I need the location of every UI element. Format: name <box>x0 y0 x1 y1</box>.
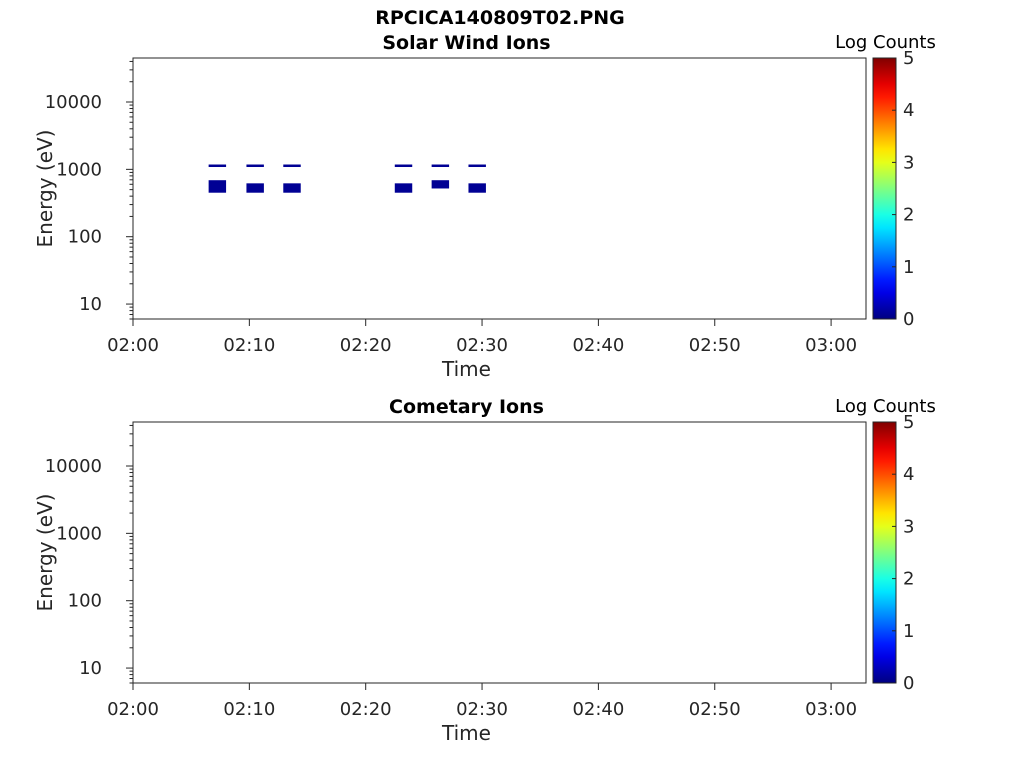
y-tick-label: 10 <box>79 658 102 679</box>
y-axis-label: Energy (eV) <box>33 130 57 248</box>
colorbar-tick-label: 3 <box>903 516 914 537</box>
x-axis-label: Time <box>441 357 491 381</box>
data-cell <box>395 183 412 192</box>
colorbar-tick-label: 0 <box>903 673 914 694</box>
colorbar-label: Log Counts <box>835 32 936 53</box>
colorbar-tick-label: 0 <box>903 309 914 330</box>
colorbar-tick-label: 4 <box>903 464 914 485</box>
colorbar-tick-label: 1 <box>903 257 914 278</box>
y-tick-label: 100 <box>68 227 102 248</box>
colorbar <box>873 422 896 683</box>
colorbar-tick-label: 1 <box>903 621 914 642</box>
data-cell <box>209 180 226 193</box>
y-tick-label: 10 <box>79 294 102 315</box>
y-tick-label: 10000 <box>45 456 102 477</box>
data-cell <box>468 183 485 192</box>
x-tick-label: 02:00 <box>107 699 159 720</box>
x-tick-label: 02:20 <box>340 699 392 720</box>
y-axis-label: Energy (eV) <box>33 494 57 612</box>
data-cell <box>246 183 263 192</box>
x-tick-label: 02:20 <box>340 335 392 356</box>
colorbar-label: Log Counts <box>835 396 936 417</box>
y-tick-label: 100 <box>68 591 102 612</box>
data-cell <box>283 165 300 168</box>
data-cell <box>468 165 485 168</box>
colorbar-tick-label: 3 <box>903 152 914 173</box>
colorbar-tick-label: 2 <box>903 569 914 590</box>
y-tick-label: 1000 <box>56 523 102 544</box>
plot-area <box>133 422 866 683</box>
y-tick-label: 10000 <box>45 92 102 113</box>
x-axis-label: Time <box>441 721 491 745</box>
x-tick-label: 03:00 <box>805 335 857 356</box>
colorbar-tick-label: 4 <box>903 100 914 121</box>
data-cell <box>432 180 449 188</box>
x-tick-label: 02:50 <box>689 699 741 720</box>
x-tick-label: 02:40 <box>572 335 624 356</box>
data-cell <box>209 165 226 168</box>
x-tick-label: 02:30 <box>456 699 508 720</box>
data-cell <box>246 165 263 168</box>
data-cell <box>283 183 300 192</box>
panel-title: Cometary Ions <box>389 396 544 418</box>
x-tick-label: 02:10 <box>223 335 275 356</box>
x-tick-label: 02:00 <box>107 335 159 356</box>
x-tick-label: 02:40 <box>572 699 624 720</box>
colorbar-tick-label: 2 <box>903 205 914 226</box>
panel-title: Solar Wind Ions <box>382 32 550 54</box>
data-cell <box>432 165 449 168</box>
x-tick-label: 02:50 <box>689 335 741 356</box>
figure-title: RPCICA140809T02.PNG <box>375 7 625 29</box>
data-cell <box>395 165 412 168</box>
colorbar <box>873 58 896 319</box>
y-tick-label: 1000 <box>56 159 102 180</box>
x-tick-label: 02:10 <box>223 699 275 720</box>
plot-area <box>133 58 866 319</box>
x-tick-label: 03:00 <box>805 699 857 720</box>
x-tick-label: 02:30 <box>456 335 508 356</box>
